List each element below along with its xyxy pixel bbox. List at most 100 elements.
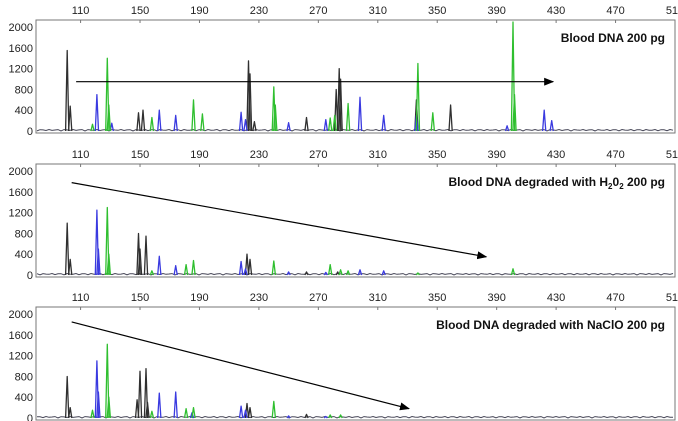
blue-peak <box>541 109 547 132</box>
y-tick-label: 800 <box>15 84 33 96</box>
x-tick-label: 390 <box>487 292 505 304</box>
x-tick-label: 310 <box>369 5 387 17</box>
blue-peak <box>96 248 101 276</box>
black-peak <box>64 375 70 419</box>
black-peak <box>448 104 453 132</box>
y-tick-label: 400 <box>15 392 33 404</box>
green-peak <box>183 408 189 419</box>
green-peak <box>512 94 517 132</box>
blue-peak <box>243 268 248 276</box>
blue-series <box>94 209 386 276</box>
green-peak <box>345 270 351 276</box>
blue-peak <box>157 109 162 132</box>
green-peak <box>90 409 95 419</box>
blue-peak <box>94 94 100 132</box>
panel-3: 110 150 190 230 270 310 350 390 430 470 510 0 400 800… <box>9 292 678 421</box>
green-peak <box>271 400 277 419</box>
green-peak <box>338 414 343 419</box>
x-tick-label: 190 <box>190 292 208 304</box>
blue-peak <box>286 122 291 132</box>
y-tick-label: 800 <box>15 371 33 383</box>
green-series <box>90 21 517 132</box>
black-peak <box>247 73 253 132</box>
x-tick-label: 270 <box>309 5 327 17</box>
black-peak <box>140 109 146 132</box>
green-peak <box>273 104 278 132</box>
black-peak <box>64 222 70 276</box>
green-peak <box>332 114 337 132</box>
green-peak <box>191 99 196 132</box>
blue-peak <box>357 96 363 132</box>
black-peak <box>247 406 253 419</box>
x-tick-label: 230 <box>250 292 268 304</box>
green-peak <box>345 102 351 132</box>
black-peak <box>64 49 70 132</box>
green-peak <box>149 270 155 276</box>
blue-peak <box>173 114 178 132</box>
blue-peak <box>243 409 248 419</box>
y-tick-label: 1600 <box>9 330 33 342</box>
y-tick-label: 800 <box>15 228 33 240</box>
black-peak <box>137 248 143 276</box>
green-peak <box>90 123 95 132</box>
baseline-trace <box>36 128 674 132</box>
black-peak <box>137 370 143 419</box>
baseline-trace <box>36 415 673 419</box>
blue-peak <box>173 265 178 276</box>
blue-peak <box>357 269 363 276</box>
black-peak <box>244 253 250 276</box>
x-tick-label: 190 <box>190 5 208 17</box>
blue-peak <box>157 255 162 276</box>
blue-peak <box>381 270 386 276</box>
black-peak <box>143 368 149 419</box>
green-peak <box>149 410 155 419</box>
y-tick-label: 400 <box>15 105 33 117</box>
x-tick-label: 150 <box>131 149 149 161</box>
blue-peak <box>286 271 291 276</box>
x-tick-label: 230 <box>250 149 268 161</box>
green-peak <box>191 259 196 276</box>
x-tick-label: 430 <box>547 5 565 17</box>
x-tick-label: 470 <box>606 5 624 17</box>
x-tick-label: 310 <box>369 292 387 304</box>
blue-peak <box>381 114 386 132</box>
y-tick-label: 1200 <box>9 64 33 76</box>
panel-title: Blood DNA degraded with NaClO 200 pg <box>436 318 665 332</box>
x-tick-label: 150 <box>131 5 149 17</box>
green-peak <box>271 260 277 276</box>
y-tick-label: 0 <box>27 413 33 421</box>
y-tick-label: 1200 <box>9 351 33 363</box>
y-tick-label: 0 <box>27 126 33 138</box>
y-tick-label: 400 <box>15 249 33 261</box>
y-tick-label: 2000 <box>9 309 33 321</box>
green-peak <box>183 263 189 276</box>
green-peak <box>510 268 516 276</box>
y-tick-label: 1200 <box>9 208 33 220</box>
green-peak <box>415 272 421 276</box>
x-tick-label: 510 <box>666 292 678 304</box>
panel-2: 110 150 190 230 270 310 350 390 430 470 510 0 400 800… <box>9 149 678 282</box>
blue-peak <box>173 391 178 419</box>
x-tick-label: 350 <box>428 149 446 161</box>
green-peak <box>106 104 112 132</box>
blue-peak <box>157 392 162 419</box>
blue-peak <box>504 125 510 132</box>
green-peak <box>327 117 333 132</box>
x-tick-label: 470 <box>606 292 624 304</box>
x-tick-label: 190 <box>190 149 208 161</box>
y-tick-label: 2000 <box>9 22 33 34</box>
black-peak <box>338 78 343 132</box>
black-peak <box>252 121 257 132</box>
x-tick-label: 110 <box>72 292 90 304</box>
x-tick-label: 430 <box>547 292 565 304</box>
green-peak <box>191 406 196 419</box>
black-peak <box>136 112 141 132</box>
blue-peak <box>323 118 329 132</box>
black-peak <box>304 413 309 419</box>
green-peak <box>328 414 333 419</box>
black-peak <box>67 105 73 132</box>
blue-series <box>94 360 328 419</box>
black-peak <box>247 258 253 276</box>
blue-peak <box>323 271 328 276</box>
